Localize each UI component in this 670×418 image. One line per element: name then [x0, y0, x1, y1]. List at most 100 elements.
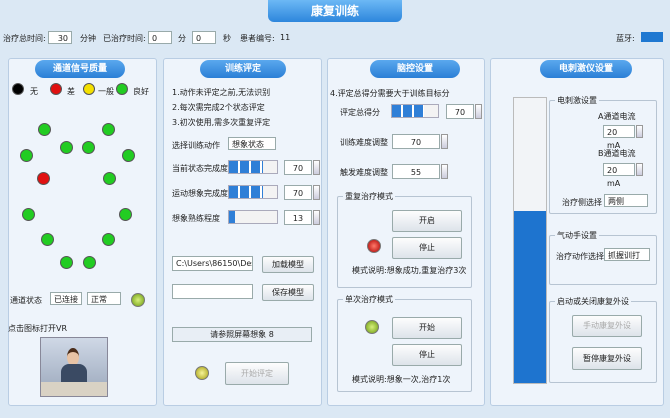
description: 模式说明:想象一次,治疗1次 — [352, 375, 451, 384]
figure-head — [67, 348, 79, 366]
spin-buttons[interactable] — [636, 125, 643, 138]
label: 治疗动作选择 — [556, 252, 604, 261]
group: 单次治疗模式 — [337, 294, 472, 392]
label: 当前状态完成度 — [172, 164, 228, 173]
status-icon — [195, 366, 209, 380]
label: A通道电流 — [598, 112, 636, 121]
select[interactable]: 两侧 — [604, 194, 648, 207]
label: 已治疗时间: — [103, 34, 146, 43]
button[interactable]: 开始 — [392, 317, 462, 339]
spin-buttons[interactable] — [313, 210, 320, 225]
button[interactable]: 手动康复外设 — [572, 315, 642, 337]
electrode — [122, 149, 135, 162]
status-icon — [367, 239, 381, 253]
legend-dot — [83, 83, 95, 95]
button[interactable]: 加载模型 — [262, 256, 314, 273]
note: 3.初次使用,需多次重复评定 — [172, 118, 271, 127]
electrode — [41, 233, 54, 246]
spinbox[interactable]: 20 mA — [603, 163, 635, 188]
legend-dot — [116, 83, 128, 95]
label: 分钟 — [80, 34, 96, 43]
select[interactable]: 抓握训打目 — [604, 248, 650, 261]
label: 通道状态 — [10, 296, 42, 305]
button[interactable]: 保存模型 — [262, 284, 314, 301]
panel-title: 通道信号质量 — [35, 60, 125, 78]
label: 想象熟练程度 — [172, 214, 220, 223]
vr-image[interactable] — [40, 337, 108, 397]
spinbox[interactable]: 70 — [392, 134, 440, 149]
legend-dot — [12, 83, 24, 95]
table — [41, 382, 107, 396]
label: 训练难度调整 — [340, 138, 388, 147]
group-title: 气动手设置 — [555, 230, 599, 241]
label: B通道电流 — [598, 149, 636, 158]
electrode — [102, 233, 115, 246]
level-fill — [514, 211, 546, 383]
electrode — [37, 172, 50, 185]
electrode — [60, 141, 73, 154]
panel-title: 脑控设置 — [370, 60, 460, 78]
legend-label: 无 — [30, 87, 38, 96]
level-bar — [513, 97, 547, 384]
group: 电刺激设置 — [549, 95, 657, 214]
button[interactable]: 开启 — [392, 210, 462, 232]
spinbox[interactable]: 13 — [284, 210, 312, 225]
spin-buttons[interactable] — [475, 104, 482, 119]
label: 治疗侧选择 — [562, 198, 602, 207]
label: 患者编号: — [240, 34, 275, 43]
label: 秒 — [223, 34, 231, 43]
electrode — [22, 208, 35, 221]
panel-title: 电刺激仪设置 — [540, 60, 632, 78]
description: 模式说明:想象成功,重复治疗3次 — [352, 266, 467, 275]
group-title: 电刺激设置 — [555, 95, 599, 106]
label: 选择训练动作 — [172, 141, 220, 150]
spinbox[interactable]: 20 mA — [603, 125, 635, 150]
panel-title: 训练评定 — [200, 60, 286, 78]
input: 0 — [148, 31, 172, 44]
prompt: 请参照屏幕想象 8 — [172, 327, 312, 342]
legend-label: 一般 — [98, 87, 114, 96]
progress-fill — [392, 105, 425, 117]
select[interactable]: 想象状态 — [228, 137, 276, 150]
spinbox[interactable]: 70 — [446, 104, 474, 119]
spinbox[interactable]: 55 — [392, 164, 440, 179]
button[interactable]: 停止 — [392, 237, 462, 259]
spinbox[interactable]: 70 — [284, 185, 312, 200]
electrode — [20, 149, 33, 162]
button[interactable]: 停止 — [392, 344, 462, 366]
button[interactable]: 暂停康复外设 — [572, 347, 642, 370]
group-title: 重复治疗模式 — [343, 191, 395, 202]
progress-bar — [391, 104, 439, 118]
label: 评定总得分 — [340, 108, 380, 117]
button[interactable]: 开始评定 — [225, 362, 289, 385]
progress-fill — [229, 161, 263, 173]
note: 1.动作未评定之前,无法识别 — [172, 88, 271, 97]
electrode — [82, 141, 95, 154]
progress-fill — [229, 211, 236, 223]
legend-dot — [50, 83, 62, 95]
electrode — [60, 256, 73, 269]
spinbox[interactable]: 70 — [284, 160, 312, 175]
electrode — [102, 123, 115, 136]
spin-buttons[interactable] — [441, 134, 448, 149]
spin-buttons[interactable] — [441, 164, 448, 179]
label: 蓝牙: — [616, 34, 635, 43]
status-icon — [365, 320, 379, 334]
label: 分 — [178, 34, 186, 43]
input[interactable]: 30 — [48, 31, 72, 44]
electrode — [119, 208, 132, 221]
progress-bar — [228, 160, 278, 174]
note: 4.评定总得分需要大于训练目标分 — [330, 89, 450, 98]
spin-buttons[interactable] — [636, 163, 643, 176]
path-input[interactable]: C:\Users\86150\Deskto — [172, 256, 253, 271]
input[interactable] — [172, 284, 253, 299]
bluetooth-indicator — [641, 32, 663, 42]
group-title: 单次治疗模式 — [343, 294, 395, 305]
label: 治疗总时间: — [3, 34, 46, 43]
progress-fill — [229, 186, 263, 198]
spin-buttons[interactable] — [313, 185, 320, 200]
spin-buttons[interactable] — [313, 160, 320, 175]
status-box: 正常 — [87, 292, 121, 305]
assessment-panel — [163, 58, 322, 406]
